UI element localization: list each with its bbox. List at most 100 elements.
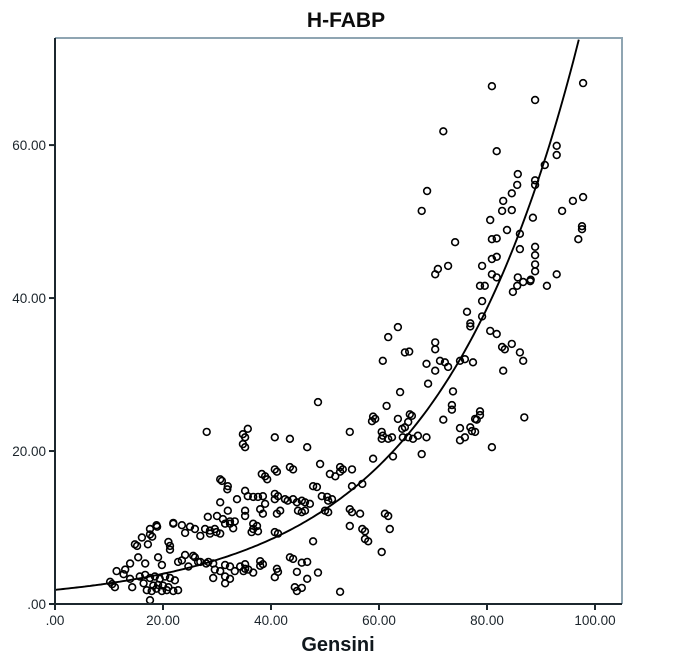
data-point (145, 595, 155, 605)
data-point (480, 281, 489, 290)
data-point (272, 467, 282, 476)
data-point (417, 206, 426, 216)
data-point (487, 81, 497, 91)
data-point (270, 433, 279, 442)
data-point (577, 225, 587, 234)
data-point (492, 329, 501, 339)
data-point (164, 537, 173, 547)
data-point (486, 215, 495, 225)
data-point (125, 574, 135, 583)
data-point (258, 509, 268, 518)
tick-labels: .00 20.00 40.00 60.00 80.00 100.00 .00 20.00 40.… (12, 138, 615, 628)
data-point (288, 554, 298, 564)
data-point (433, 264, 443, 274)
y-tick-label: 60.00 (12, 138, 46, 153)
data-point (431, 338, 440, 347)
data-point (196, 531, 205, 541)
data-point (530, 260, 540, 269)
data-point (283, 496, 292, 505)
data-point (105, 577, 115, 586)
data-point (513, 169, 522, 179)
data-point (297, 583, 306, 593)
data-point (308, 482, 318, 491)
data-point (500, 345, 509, 354)
data-point (243, 492, 253, 501)
data-point (240, 443, 250, 452)
data-point (384, 511, 393, 521)
data-point (180, 550, 190, 560)
data-point (487, 235, 497, 244)
data-point (477, 261, 487, 271)
data-point (273, 529, 283, 538)
data-point (315, 459, 325, 469)
data-point (173, 557, 183, 567)
data-point (273, 567, 283, 577)
data-point (466, 319, 475, 328)
data-point (507, 205, 516, 215)
data-point (448, 387, 458, 396)
data-point (327, 495, 337, 504)
data-point (345, 427, 354, 437)
data-point (577, 222, 587, 231)
y-tick-label: 40.00 (12, 291, 46, 306)
data-point (388, 452, 398, 461)
data-point (317, 492, 326, 501)
data-point (492, 273, 501, 282)
data-point (431, 366, 440, 375)
data-point (292, 498, 302, 507)
data-point (220, 579, 230, 588)
data-point (413, 431, 423, 440)
data-point (499, 366, 508, 375)
data-point (574, 235, 583, 244)
data-point (466, 322, 475, 331)
data-point (243, 424, 253, 433)
data-point (477, 296, 487, 306)
data-point (507, 189, 516, 198)
data-point (512, 180, 522, 190)
x-tick-label: 40.00 (254, 613, 288, 628)
data-point (526, 275, 535, 284)
data-point (404, 433, 413, 442)
data-point (355, 509, 365, 518)
data-point (253, 527, 263, 536)
x-axis-label: Gensini (301, 634, 374, 656)
data-point (180, 528, 190, 538)
data-point (347, 465, 357, 474)
data-point (552, 270, 561, 279)
data-point (312, 482, 322, 492)
data-point (218, 514, 228, 524)
data-point (460, 433, 470, 442)
fit-curve (54, 39, 580, 591)
data-point (223, 485, 232, 494)
data-point (358, 479, 367, 489)
data-point (462, 307, 472, 316)
data-point (552, 141, 561, 151)
data-point (515, 244, 525, 254)
data-point (141, 559, 150, 568)
data-point (520, 413, 529, 422)
data-point (145, 524, 155, 534)
data-point (512, 281, 522, 290)
data-point (518, 356, 528, 365)
data-point (297, 558, 306, 567)
x-tick-label: 100.00 (574, 613, 615, 628)
data-point (443, 362, 453, 372)
data-point (217, 476, 227, 486)
data-point (273, 492, 283, 501)
data-point (502, 225, 512, 235)
data-point (169, 519, 178, 528)
data-point (230, 517, 240, 526)
data-point (157, 586, 167, 596)
data-point (486, 326, 495, 336)
data-point (455, 423, 465, 433)
data-point (288, 465, 298, 474)
frame-border (55, 37, 623, 604)
data-point (249, 492, 258, 502)
data-point (568, 196, 578, 206)
data-point (258, 559, 268, 569)
data-point (492, 147, 501, 156)
data-point (405, 347, 414, 356)
data-point (384, 332, 393, 342)
data-point (152, 522, 162, 531)
